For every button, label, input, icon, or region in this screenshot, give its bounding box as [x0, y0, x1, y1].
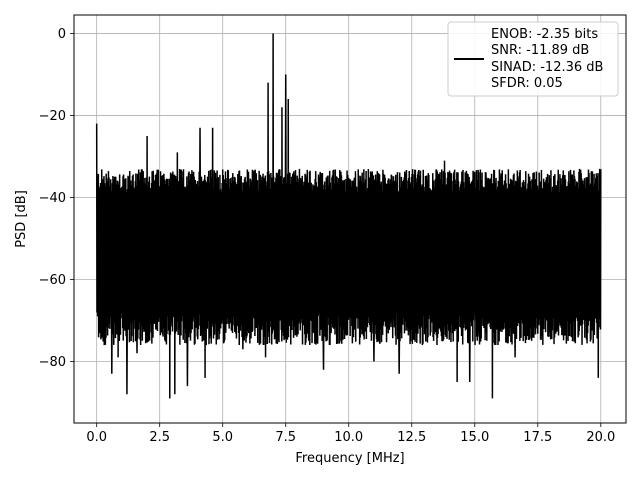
x-tick-label: 20.0	[586, 430, 615, 445]
psd-series-line	[95, 33, 602, 399]
y-axis-label: PSD [dB]	[14, 190, 29, 248]
x-tick-label: 0.0	[86, 430, 107, 445]
legend-line-enob: ENOB: -2.35 bits	[491, 27, 598, 42]
x-axis-ticks: 0.0 2.5 5.0 7.5 10.0 12.5 15.0 17.5 20.0	[86, 423, 615, 445]
legend-box	[447, 21, 619, 97]
legend-line-snr: SNR: -11.89 dB	[491, 43, 589, 58]
y-tick-label: −80	[39, 355, 66, 370]
legend: ENOB: -2.35 bits SNR: -11.89 dB SINAD: -…	[447, 21, 619, 97]
axes-frame	[73, 14, 627, 424]
legend-line-sinad: SINAD: -12.36 dB	[491, 60, 603, 75]
y-tick-label: −40	[39, 191, 66, 206]
x-tick-label: 2.5	[149, 430, 170, 445]
x-tick-label: 7.5	[275, 430, 296, 445]
plot-area	[95, 33, 602, 399]
y-tick-label: −60	[39, 273, 66, 288]
y-axis-ticks: 0 −20 −40 −60 −80	[39, 27, 74, 370]
x-tick-label: 5.0	[212, 430, 233, 445]
x-tick-label: 15.0	[460, 430, 489, 445]
x-tick-label: 12.5	[397, 430, 426, 445]
y-tick-label: −20	[39, 109, 66, 124]
x-tick-label: 17.5	[523, 430, 552, 445]
y-tick-label: 0	[58, 27, 66, 42]
x-tick-label: 10.0	[334, 430, 363, 445]
legend-line-sfdr: SFDR: 0.05	[491, 76, 563, 91]
x-axis-label: Frequency [MHz]	[295, 451, 404, 466]
